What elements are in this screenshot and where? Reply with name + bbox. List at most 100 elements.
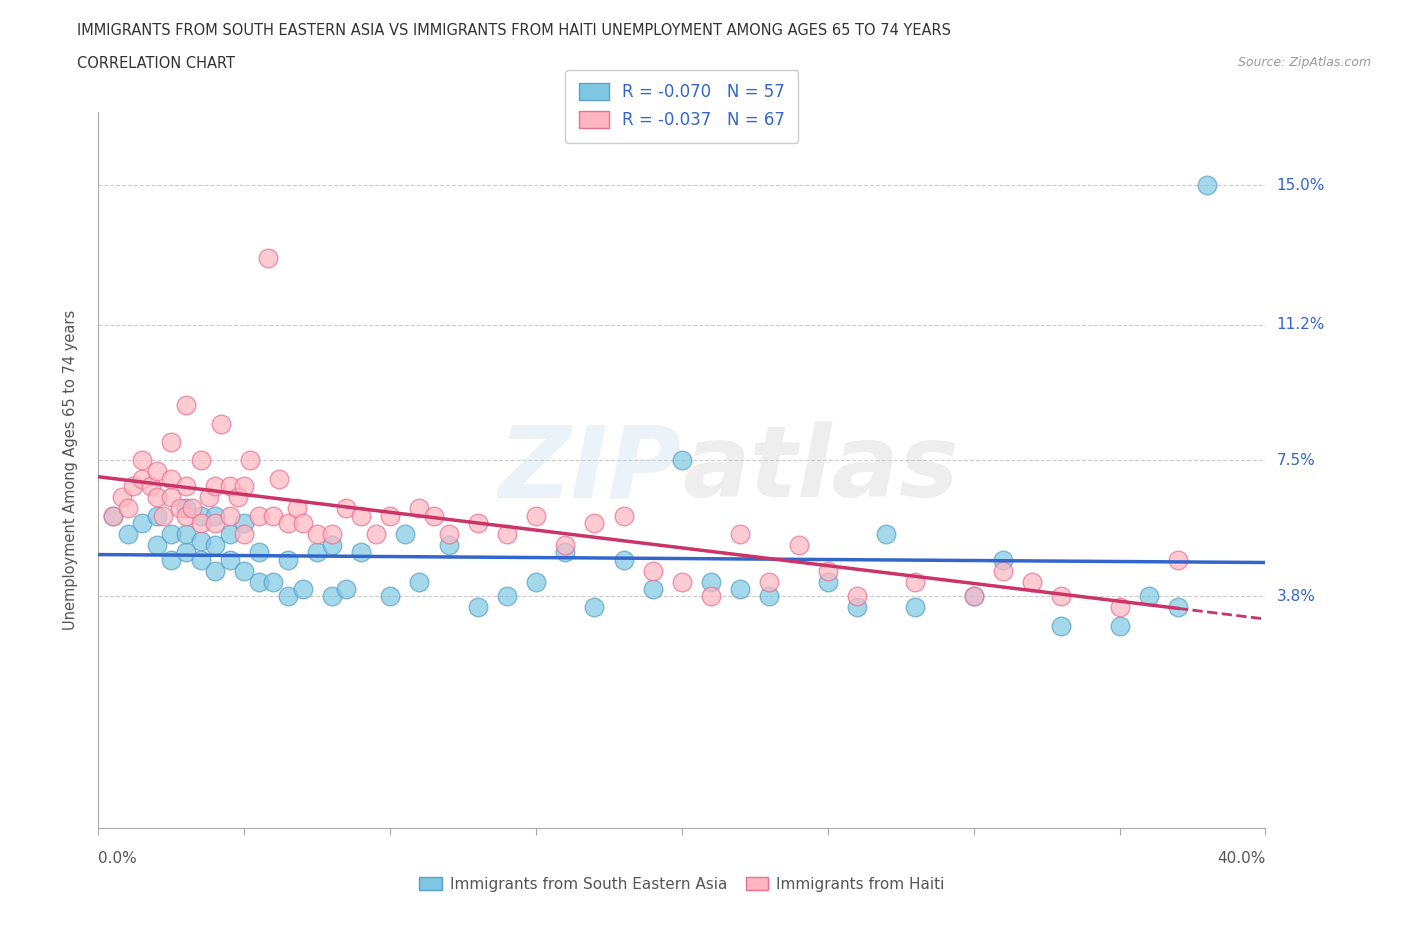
Legend: Immigrants from South Eastern Asia, Immigrants from Haiti: Immigrants from South Eastern Asia, Immi… [419,877,945,892]
Point [204,508,226,523]
Point [160,472,183,486]
Point [174,545,197,560]
Point [146,538,169,552]
Point [190,534,212,549]
Point [612,552,634,567]
Point [174,526,197,541]
Point [730,581,752,596]
Point [321,538,343,552]
Point [160,434,183,449]
Point [247,545,270,560]
Point [160,526,183,541]
Point [174,508,197,523]
Point [277,589,299,604]
Point [218,526,240,541]
Point [285,500,308,515]
Point [787,538,810,552]
Point [180,500,202,515]
Point [233,479,256,494]
Text: ZIP: ZIP [499,421,682,518]
Point [991,552,1014,567]
Point [218,508,240,523]
Point [174,500,197,515]
Point [174,479,197,494]
Point [641,581,664,596]
Point [408,500,430,515]
Point [758,589,780,604]
Point [554,545,576,560]
Point [190,552,212,567]
Point [233,526,256,541]
Point [846,589,869,604]
Point [174,398,197,413]
Point [730,526,752,541]
Point [1167,600,1189,615]
Point [335,500,357,515]
Text: IMMIGRANTS FROM SOUTH EASTERN ASIA VS IMMIGRANTS FROM HAITI UNEMPLOYMENT AMONG A: IMMIGRANTS FROM SOUTH EASTERN ASIA VS IM… [77,23,952,38]
Text: 11.2%: 11.2% [1277,317,1324,332]
Point [671,453,693,468]
Point [218,552,240,567]
Point [1021,574,1043,589]
Point [612,508,634,523]
Point [437,538,460,552]
Point [524,574,547,589]
Point [641,564,664,578]
Point [101,508,124,523]
Point [117,500,139,515]
Text: 15.0%: 15.0% [1277,178,1324,193]
Text: 40.0%: 40.0% [1218,851,1265,867]
Point [817,574,839,589]
Point [131,453,153,468]
Point [122,479,145,494]
Point [496,589,519,604]
Point [904,574,927,589]
Point [131,515,153,530]
Point [350,508,373,523]
Point [146,464,169,479]
Point [524,508,547,523]
Point [233,564,256,578]
Point [160,490,183,505]
Point [1195,178,1218,193]
Point [962,589,984,604]
Point [209,417,232,432]
Point [307,526,329,541]
Point [1050,618,1073,633]
Point [408,574,430,589]
Point [146,508,169,523]
Text: atlas: atlas [682,421,959,518]
Point [190,453,212,468]
Text: CORRELATION CHART: CORRELATION CHART [77,56,235,71]
Point [380,589,402,604]
Point [554,538,576,552]
Point [1108,600,1130,615]
Point [423,508,446,523]
Point [204,564,226,578]
Text: Source: ZipAtlas.com: Source: ZipAtlas.com [1237,56,1371,69]
Point [169,500,191,515]
Point [239,453,262,468]
Point [152,508,174,523]
Point [204,515,226,530]
Point [467,515,489,530]
Point [247,574,270,589]
Point [228,490,250,505]
Point [131,472,153,486]
Point [671,574,693,589]
Point [233,515,256,530]
Point [190,508,212,523]
Point [198,490,221,505]
Point [262,574,284,589]
Point [846,600,869,615]
Point [437,526,460,541]
Point [700,574,723,589]
Point [256,251,278,266]
Point [904,600,927,615]
Point [321,589,343,604]
Point [817,564,839,578]
Point [218,479,240,494]
Point [1167,552,1189,567]
Text: 7.5%: 7.5% [1277,453,1315,468]
Point [467,600,489,615]
